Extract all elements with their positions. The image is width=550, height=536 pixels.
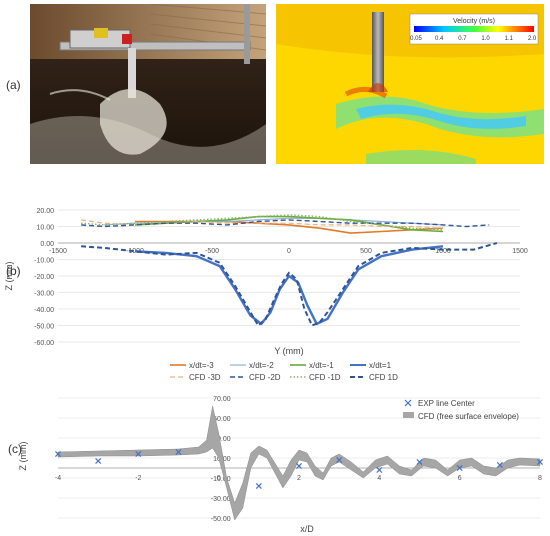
x-tick-label: -1500 bbox=[49, 248, 67, 255]
legend-label: CFD -3D bbox=[189, 373, 221, 382]
y-tick-label: 10.00 bbox=[36, 225, 54, 232]
y-tick-label: -60.00 bbox=[34, 340, 54, 347]
chart-b: 20.00 10.00 0.00 -10.00 -20.00 -30.00 -40.00 -5… bbox=[4, 208, 528, 382]
marker-stroke bbox=[255, 482, 262, 490]
cfd-velocity-render: Velocity (m/s) 0.05 0.4 0.7 1.0 1.1 2.0 bbox=[276, 4, 544, 164]
x-tick-label: 1500 bbox=[512, 248, 528, 255]
marker-stroke bbox=[496, 461, 503, 469]
x-tick-label: 2 bbox=[297, 475, 301, 482]
colorbar-title: Velocity (m/s) bbox=[453, 18, 495, 25]
exp-marker bbox=[175, 448, 182, 456]
y-tick-label: 20.00 bbox=[36, 208, 54, 215]
marker-stroke bbox=[54, 450, 62, 458]
y-tick-label: 70.00 bbox=[213, 396, 231, 403]
colorbar-tick-label: 0.4 bbox=[435, 36, 444, 42]
legend-label: EXP line Center bbox=[418, 399, 475, 408]
x-tick-label: -4 bbox=[55, 475, 61, 482]
y-tick-label: -30.00 bbox=[211, 496, 231, 503]
x-tick-label: 1000 bbox=[435, 248, 451, 255]
y-tick-label: 50.00 bbox=[213, 416, 231, 423]
legend-label: CFD -1D bbox=[309, 373, 341, 382]
legend-label: CFD (free surface envelope) bbox=[418, 412, 519, 421]
chart-c: 70.0050.0030.0010.00-10.00-30.00-50.00-4… bbox=[18, 396, 544, 534]
marker-stroke bbox=[376, 466, 383, 474]
series-line-CFD-1D bbox=[81, 214, 444, 231]
exp-marker bbox=[135, 450, 142, 458]
y-tick-label: -10.00 bbox=[34, 258, 54, 265]
exp-marker bbox=[456, 464, 463, 472]
legend-label: x/dt=-2 bbox=[249, 361, 274, 370]
y-tick-label: -10.00 bbox=[211, 476, 231, 483]
x-tick-label: 0 bbox=[217, 475, 221, 482]
colorbar-tick-label: 0.7 bbox=[458, 36, 467, 42]
marker-stroke bbox=[295, 462, 303, 470]
exp-marker bbox=[496, 461, 503, 469]
legend-label: x/dt=-3 bbox=[189, 361, 214, 370]
x-tick-label: -500 bbox=[205, 248, 219, 255]
marker-stroke bbox=[404, 399, 412, 407]
x-tick-label: 4 bbox=[377, 475, 381, 482]
legend-label: x/dt=1 bbox=[369, 361, 392, 370]
legend-marker-swatch bbox=[404, 399, 412, 407]
legend-label: CFD 1D bbox=[369, 373, 398, 382]
colorbar-tick-label: 1.1 bbox=[505, 36, 514, 42]
y-tick-label: -40.00 bbox=[34, 307, 54, 314]
x-axis-title: Y (mm) bbox=[274, 346, 303, 356]
legend-label: x/dt=-1 bbox=[309, 361, 334, 370]
marker-stroke bbox=[95, 457, 102, 465]
x-tick-label: 8 bbox=[538, 475, 542, 482]
exp-marker bbox=[54, 450, 62, 458]
y-tick-label: 30.00 bbox=[213, 436, 231, 443]
x-axis-title: x/D bbox=[300, 524, 314, 534]
series-line-CFD-2D bbox=[81, 219, 490, 228]
exp-marker bbox=[536, 458, 544, 466]
x-tick-label: -2 bbox=[135, 475, 141, 482]
exp-marker bbox=[336, 456, 343, 464]
envelope-band bbox=[57, 405, 541, 521]
exp-marker bbox=[255, 482, 262, 490]
marker-stroke bbox=[536, 458, 544, 466]
exp-marker bbox=[95, 457, 102, 465]
x-tick-label: 0 bbox=[287, 248, 291, 255]
colorbar-tick-label: 0.05 bbox=[410, 36, 422, 42]
marker-stroke bbox=[336, 456, 343, 464]
legend-band-swatch bbox=[403, 412, 414, 418]
marker-stroke bbox=[135, 450, 142, 458]
y-tick-label: -50.00 bbox=[211, 516, 231, 523]
exp-marker bbox=[416, 458, 423, 466]
exp-marker bbox=[295, 462, 303, 470]
x-tick-label: 500 bbox=[360, 248, 372, 255]
series-line-x-dt-1 bbox=[134, 245, 444, 326]
marker-stroke bbox=[416, 458, 423, 466]
marker-stroke bbox=[456, 464, 463, 472]
experiment-photo bbox=[30, 4, 266, 164]
legend-label: CFD -2D bbox=[249, 373, 281, 382]
colorbar-tick-label: 2.0 bbox=[528, 36, 537, 42]
y-tick-label: -20.00 bbox=[34, 274, 54, 281]
panel-label-b: (b) bbox=[6, 264, 21, 278]
series-line-CFD-1D bbox=[81, 242, 498, 327]
colorbar-tick-label: 1.0 bbox=[481, 36, 490, 42]
exp-marker bbox=[376, 466, 383, 474]
y-axis-title: Z (mm) bbox=[4, 262, 14, 291]
series-line-CFD-3D bbox=[81, 219, 444, 229]
y-tick-label: -50.00 bbox=[34, 324, 54, 331]
panel-label-a: (a) bbox=[6, 78, 21, 92]
y-axis-title: Z (mm) bbox=[18, 442, 28, 471]
x-tick-label: 6 bbox=[458, 475, 462, 482]
y-tick-label: 0.00 bbox=[40, 241, 54, 248]
panel-label-c: (c) bbox=[8, 442, 22, 456]
marker-stroke bbox=[175, 448, 182, 456]
y-tick-label: -30.00 bbox=[34, 291, 54, 298]
